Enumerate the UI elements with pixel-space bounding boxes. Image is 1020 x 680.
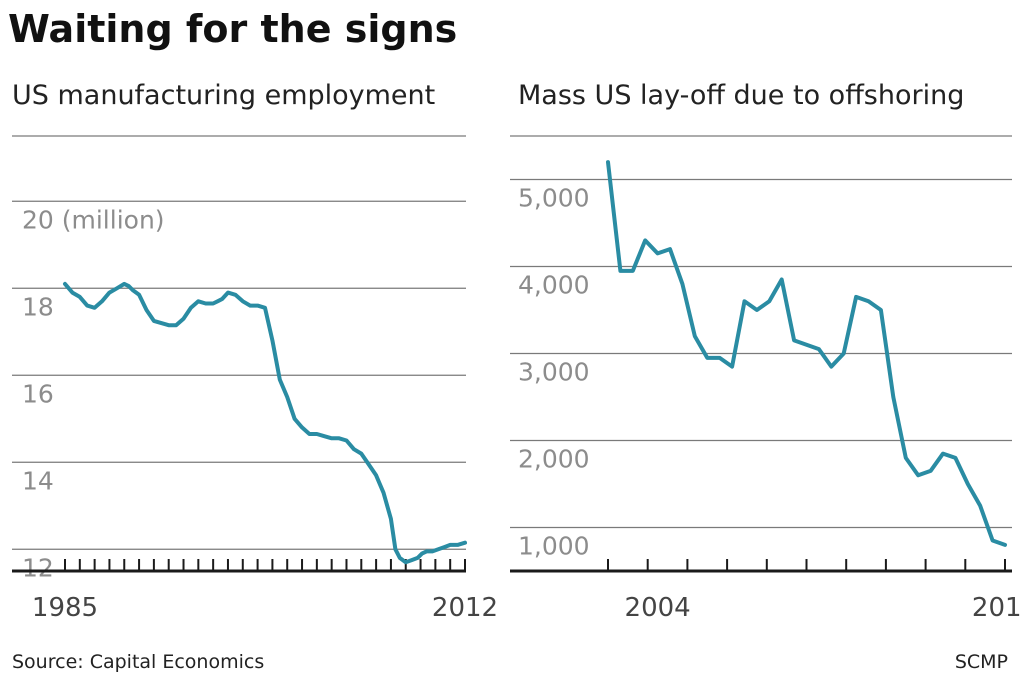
employment-x-tick-label: 1985 bbox=[32, 593, 98, 623]
layoff-chart-title: Mass US lay-off due to offshoring bbox=[518, 80, 964, 111]
employment-chart-title: US manufacturing employment bbox=[12, 80, 435, 111]
employment-y-tick-label: 20 (million) bbox=[22, 205, 165, 234]
credit-note: SCMP bbox=[955, 651, 1008, 673]
layoff-x-ticks bbox=[607, 559, 1006, 571]
employment-x-tick-label: 2012 bbox=[432, 593, 498, 623]
employment-y-tick-label: 16 bbox=[22, 379, 54, 408]
source-note: Source: Capital Economics bbox=[12, 651, 264, 673]
employment-gridlines bbox=[12, 135, 466, 550]
layoff-gridlines bbox=[510, 135, 1012, 529]
employment-chart: US manufacturing employment 12 14 16 18 20 (… bbox=[12, 80, 498, 623]
layoff-y-tick-label: 5,000 bbox=[518, 184, 590, 213]
employment-y-tick-label: 12 bbox=[22, 553, 54, 582]
layoff-y-tick-label: 3,000 bbox=[518, 358, 590, 387]
employment-series bbox=[63, 281, 467, 565]
employment-x-ticks bbox=[64, 559, 466, 571]
layoff-x-tick-label: 2004 bbox=[625, 593, 691, 623]
layoff-x-tick-label: 2012 bbox=[972, 593, 1020, 623]
layoff-series bbox=[606, 160, 1007, 547]
layoff-y-tick-label: 2,000 bbox=[518, 445, 590, 474]
layoff-chart: Mass US lay-off due to offshoring 1,000 2… bbox=[510, 80, 1020, 623]
employment-y-tick-label: 18 bbox=[22, 292, 54, 321]
employment-series-line bbox=[63, 281, 467, 565]
employment-y-tick-label: 14 bbox=[22, 466, 54, 495]
employment-y-tick-labels: 12 14 16 18 20 (million) bbox=[22, 205, 165, 582]
figure-title: Waiting for the signs bbox=[8, 7, 457, 51]
employment-x-tick-labels: 1985 2012 bbox=[32, 593, 498, 623]
layoff-y-tick-label: 4,000 bbox=[518, 271, 590, 300]
layoff-y-tick-labels: 1,000 2,000 3,000 4,000 5,000 bbox=[518, 184, 590, 561]
layoff-x-tick-labels: 2004 2012 bbox=[625, 593, 1020, 623]
layoff-y-tick-label: 1,000 bbox=[518, 532, 590, 561]
